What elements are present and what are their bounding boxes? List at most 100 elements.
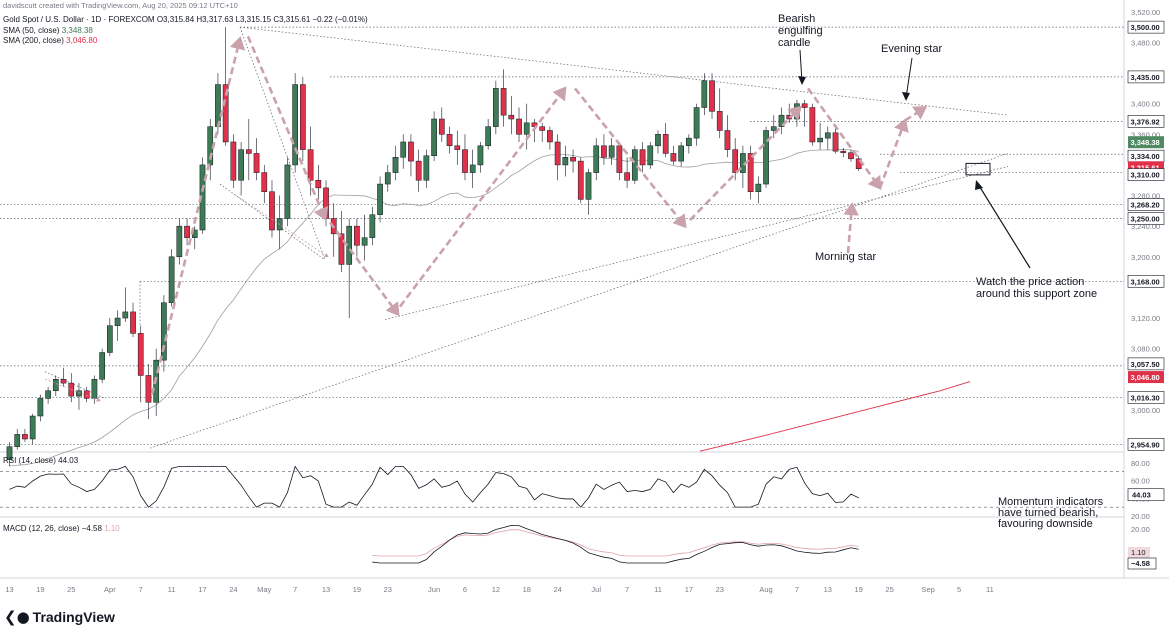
price-tick-label: 3,120.00 (1131, 314, 1160, 323)
candle-body (29, 415, 36, 440)
candle (184, 218, 190, 246)
momentum-label-line: have turned bearish, (998, 507, 1098, 519)
rsi-tick-label: 60.00 (1131, 477, 1150, 486)
time-tick-label: 7 (795, 585, 799, 594)
candle (593, 138, 600, 181)
candle (276, 195, 283, 250)
trendline (219, 183, 326, 261)
candle (384, 164, 391, 192)
candle (662, 122, 669, 158)
candle-body (60, 379, 67, 384)
rsi-tick-label: 80.00 (1131, 459, 1150, 468)
time-tick-label: 13 (322, 585, 330, 594)
candle (114, 310, 121, 341)
candle (678, 141, 684, 167)
level-label-box (1127, 115, 1165, 128)
candle-body (245, 149, 252, 154)
price-tick-label: 3,480.00 (1131, 38, 1160, 47)
price-tick-label: 3,200.00 (1131, 253, 1160, 262)
candle-body (824, 132, 831, 139)
candle-body (624, 172, 630, 181)
pattern-arrows-layer (44, 35, 928, 402)
level-label-box (1127, 168, 1165, 181)
level-label: 3,016.30 (1127, 391, 1165, 404)
level-label: 3,500.00 (1127, 20, 1165, 34)
candle (523, 103, 530, 150)
level-label-text: 3,435.00 (1131, 73, 1160, 82)
price-tick-label: 3,520.00 (1131, 8, 1160, 17)
rsi-legend: RSI (14, close) 44.03 (3, 456, 78, 465)
candle-body (655, 134, 661, 147)
candle (493, 80, 499, 135)
candle (423, 149, 430, 188)
price-tick-label: 3,000.00 (1131, 406, 1160, 415)
macd-value-2: 1.10 (104, 524, 120, 533)
candle-body (585, 172, 592, 200)
level-label-box (1127, 391, 1165, 404)
candle (747, 145, 754, 200)
time-tick-label: 25 (885, 585, 893, 594)
evening-star-pointer (905, 57, 913, 99)
candle-body (14, 434, 21, 447)
trendline (44, 371, 106, 399)
evening-star-label-line: Evening star (881, 43, 942, 55)
candle-body (354, 225, 360, 246)
candle (261, 164, 268, 204)
candle-body (593, 145, 600, 173)
sma200-value: 3,046.80 (66, 36, 98, 45)
macd-value-label: −4.58 (1127, 557, 1157, 570)
candle-body (554, 141, 561, 166)
rsi-value-box (1127, 488, 1165, 502)
time-tick-label: 11 (986, 585, 994, 594)
candle-body (315, 179, 322, 189)
evening-star-label: Evening star (881, 43, 942, 55)
watch-support-pointer (977, 183, 1031, 269)
candle-body (670, 153, 677, 162)
candle (145, 363, 152, 420)
time-tick-label: 24 (229, 585, 237, 594)
candle (539, 122, 546, 142)
candle-body (52, 379, 59, 392)
chart-credit: davidscutt created with TradingView.com,… (3, 1, 238, 10)
pattern-arrow (689, 105, 802, 221)
candle (130, 302, 136, 338)
candle-body (693, 107, 700, 139)
candle (76, 383, 82, 410)
time-tick-label: Apr (104, 585, 116, 594)
time-tick-label: 13 (5, 585, 13, 594)
candle (400, 134, 407, 169)
candle-body (384, 172, 391, 185)
candle (732, 138, 739, 181)
level-label: 3,268.20 (1127, 198, 1165, 211)
candle (570, 149, 576, 173)
pattern-arrow (150, 36, 246, 395)
candle-body (22, 434, 28, 440)
candle (83, 386, 90, 403)
macd-value-text: −4.58 (1131, 559, 1150, 568)
candle (323, 180, 329, 227)
pattern-arrow (878, 118, 909, 189)
tradingview-logo[interactable]: ❮● TradingView (4, 608, 115, 626)
macd-pane: 20.00 1.10 −4.58 (372, 524, 1157, 570)
candle (516, 107, 522, 142)
morning-star-label-line: Morning star (815, 251, 876, 263)
trendline (239, 26, 1009, 116)
candle (161, 295, 167, 372)
macd-legend: MACD (12, 26, close) −4.58 1.10 (3, 524, 120, 533)
candle-body (338, 233, 345, 265)
candle-body (662, 134, 669, 154)
candle-body (500, 88, 507, 116)
candle-body (477, 145, 484, 166)
candle (469, 149, 476, 188)
support-zone-box (965, 162, 991, 176)
time-tick-label: 23 (716, 585, 724, 594)
trendlines-layer (44, 26, 1009, 449)
candle (176, 218, 183, 265)
candle (14, 429, 21, 450)
candle (222, 27, 229, 146)
time-tick-label: 11 (654, 585, 662, 594)
candle-body (37, 398, 44, 417)
candle (585, 168, 592, 215)
rsi-value-label: 44.03 (1127, 488, 1165, 502)
